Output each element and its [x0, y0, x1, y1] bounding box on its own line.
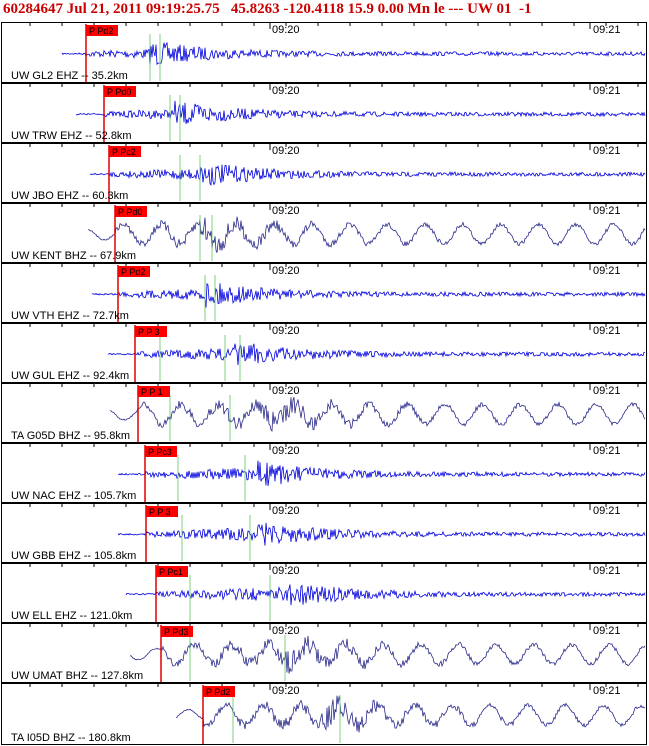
- trace-panel: 09:20 09:21 P Pd3 UW UMAT BHZ -- 127.8km: [1, 623, 647, 683]
- station-label: UW GL2 EHZ -- 35.2km: [11, 70, 128, 82]
- time-label: 09:21: [593, 24, 621, 36]
- pick-label: P Pd2: [121, 267, 145, 277]
- pick-label: P Pc1: [159, 567, 183, 577]
- time-label: 09:21: [593, 265, 621, 277]
- waveform: [117, 460, 646, 487]
- trace-panel: 09:20 09:21 P P 3 UW GUL EHZ -- 92.4km: [1, 323, 647, 383]
- time-label: 09:20: [272, 325, 300, 337]
- trace-panel: 09:20 09:21 P Pc3 UW NAC EHZ -- 105.7km: [1, 443, 647, 503]
- pick-box: [86, 25, 118, 36]
- time-label: 09:20: [272, 505, 300, 517]
- event-title: 60284647 Jul 21, 2011 09:19:25.75 45.826…: [3, 1, 532, 17]
- pick-box: [118, 266, 150, 277]
- station-label: TA G05D BHZ -- 95.8km: [11, 430, 130, 442]
- station-label: UW KENT BHZ -- 67.9km: [11, 250, 136, 262]
- panel-frame: [1, 83, 647, 143]
- trace-panel: 09:20 09:21 P Pd0 UW KENT BHZ -- 67.9km: [1, 203, 647, 263]
- time-label: 09:20: [272, 445, 300, 457]
- time-label: 09:20: [272, 385, 300, 397]
- panel-frame: [1, 503, 647, 563]
- panel-frame: [1, 383, 647, 443]
- panel-frame: [1, 563, 647, 623]
- time-label: 09:20: [272, 24, 300, 36]
- pick-box: [145, 446, 177, 457]
- trace-panel: 09:20 09:21 P P 1 TA G05D BHZ -- 95.8km: [1, 383, 647, 443]
- pick-label: P Pc2: [112, 147, 136, 157]
- pick-box: [156, 566, 188, 577]
- station-label: UW VTH EHZ -- 72.7km: [11, 310, 129, 322]
- panel-frame: [1, 143, 647, 203]
- time-label: 09:20: [272, 265, 300, 277]
- pick-box: [104, 86, 136, 97]
- pick-label: P Pd0: [107, 87, 131, 97]
- time-label: 09:21: [593, 85, 621, 97]
- waveform: [175, 695, 645, 733]
- time-label: 09:21: [593, 505, 621, 517]
- waveform: [109, 397, 646, 432]
- waveform: [91, 282, 646, 308]
- waveform: [107, 343, 646, 366]
- time-label: 09:20: [272, 685, 300, 697]
- trace-panel: 09:20 09:21 P Pd2 TA I05D BHZ -- 180.8km: [1, 683, 647, 745]
- waveform: [125, 584, 646, 606]
- time-label: 09:20: [272, 565, 300, 577]
- trace-panel: 09:20 09:21 P Pc2 UW JBO EHZ -- 60.3km: [1, 143, 647, 203]
- pick-label: P P 3: [138, 327, 160, 337]
- waveform: [75, 100, 646, 124]
- time-label: 09:20: [272, 205, 300, 217]
- waveform: [87, 216, 646, 253]
- time-label: 09:21: [593, 205, 621, 217]
- panel-frame: [1, 683, 647, 745]
- time-label: 09:21: [593, 625, 621, 637]
- pick-label: P P 3: [149, 507, 171, 517]
- waveform: [61, 41, 646, 68]
- waveform: [130, 635, 646, 674]
- panel-frame: [1, 443, 647, 503]
- pick-box: [135, 326, 167, 337]
- waveform: [117, 522, 646, 546]
- time-label: 09:21: [593, 385, 621, 397]
- station-label: UW ELL EHZ -- 121.0km: [11, 610, 132, 622]
- time-label: 09:20: [272, 85, 300, 97]
- pick-label: P Pd3: [164, 627, 188, 637]
- trace-panel: 09:20 09:21 P Pd2 UW VTH EHZ -- 72.7km: [1, 263, 647, 323]
- pick-box: [203, 686, 235, 697]
- pick-label: P Pc3: [148, 447, 172, 457]
- pick-label: P Pd2: [89, 26, 113, 36]
- station-label: UW JBO EHZ -- 60.3km: [11, 190, 128, 202]
- pick-box: [138, 386, 170, 397]
- pick-label: P Pd2: [206, 687, 230, 697]
- time-label: 09:21: [593, 145, 621, 157]
- time-label: 09:20: [272, 625, 300, 637]
- trace-panel: 09:20 09:21 P P 3 UW GBB EHZ -- 105.8km: [1, 503, 647, 563]
- time-label: 09:21: [593, 685, 621, 697]
- time-label: 09:21: [593, 565, 621, 577]
- pick-box: [115, 206, 147, 217]
- pick-box: [109, 146, 141, 157]
- panel-frame: [1, 203, 647, 263]
- station-label: UW UMAT BHZ -- 127.8km: [11, 670, 143, 682]
- station-label: UW TRW EHZ -- 52.8km: [11, 130, 132, 142]
- station-label: UW GUL EHZ -- 92.4km: [11, 370, 129, 382]
- pick-box: [161, 626, 193, 637]
- panel-frame: [1, 22, 647, 83]
- pick-label: P P 1: [141, 387, 163, 397]
- panel-frame: [1, 323, 647, 383]
- time-label: 09:21: [593, 325, 621, 337]
- station-label: UW GBB EHZ -- 105.8km: [11, 550, 136, 562]
- pick-label: P Pd0: [118, 207, 142, 217]
- trace-panel: 09:20 09:21 P Pd0 UW TRW EHZ -- 52.8km: [1, 83, 647, 143]
- panel-frame: [1, 623, 647, 683]
- waveform: [89, 164, 646, 186]
- station-label: TA I05D BHZ -- 180.8km: [11, 732, 131, 744]
- trace-panel: 09:20 09:21 P Pd2 UW GL2 EHZ -- 35.2km: [1, 22, 647, 83]
- time-label: 09:21: [593, 445, 621, 457]
- station-label: UW NAC EHZ -- 105.7km: [11, 490, 136, 502]
- panel-frame: [1, 263, 647, 323]
- trace-panel: 09:20 09:21 P Pc1 UW ELL EHZ -- 121.0km: [1, 563, 647, 623]
- pick-box: [146, 506, 178, 517]
- time-label: 09:20: [272, 145, 300, 157]
